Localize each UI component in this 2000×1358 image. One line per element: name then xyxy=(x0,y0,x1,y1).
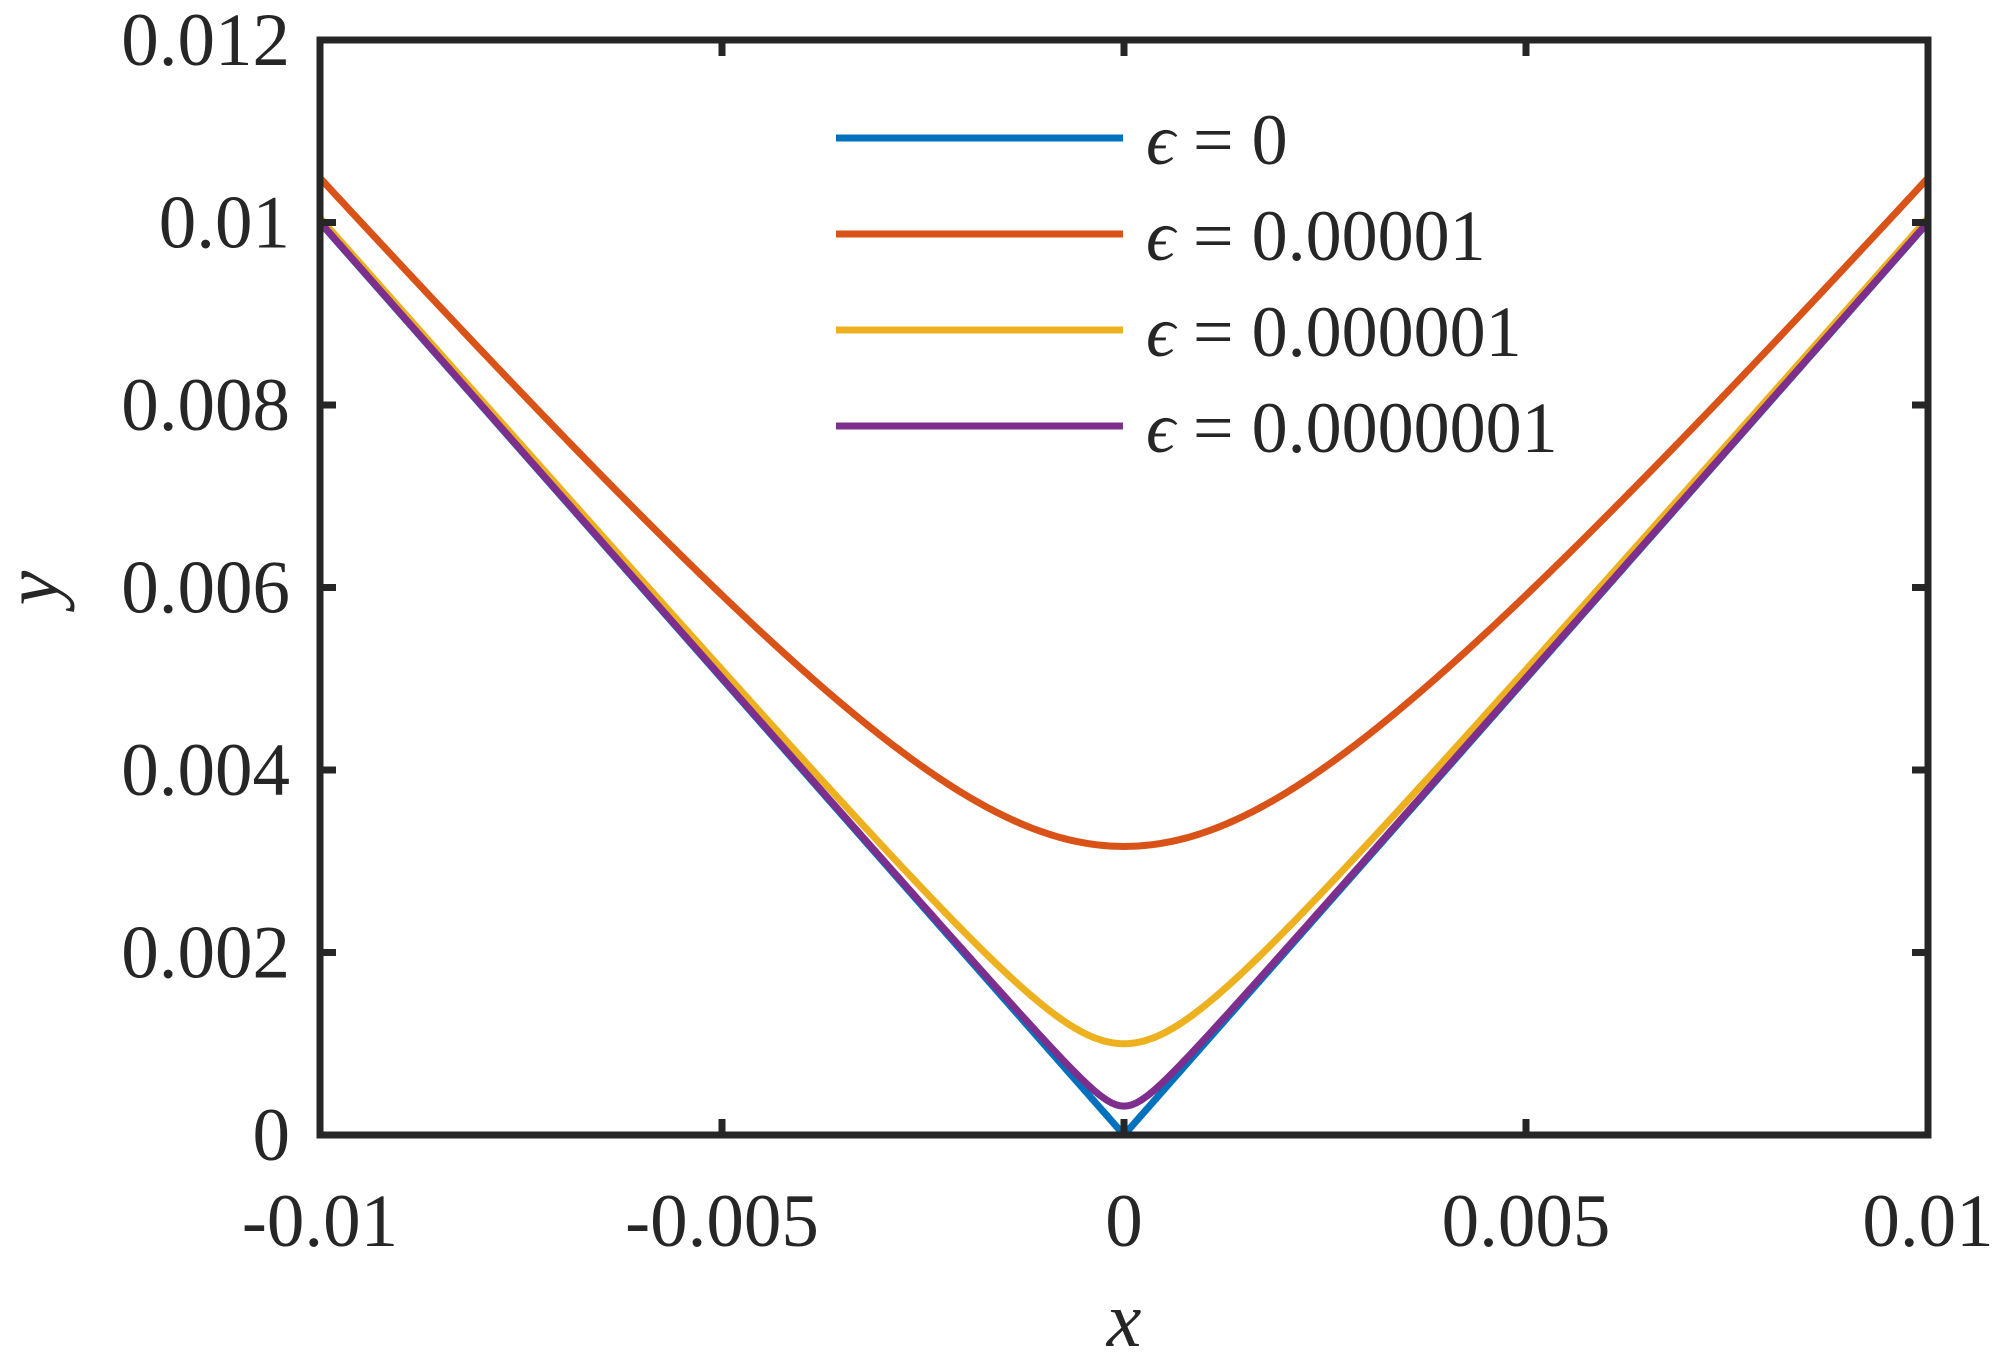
tick-marks xyxy=(316,36,1932,1139)
x-tick-label-2: 0 xyxy=(1105,1180,1143,1263)
series-line-3 xyxy=(317,219,1931,1110)
series-line-2 xyxy=(317,215,1931,1048)
series-line-1 xyxy=(317,175,1931,850)
legend-label-1: ϵ = 0.00001 xyxy=(1146,196,1486,276)
axes-background xyxy=(320,40,1928,1135)
y-tick-label-1: 0.002 xyxy=(121,912,290,995)
legend-value: = 0.0000001 xyxy=(1175,388,1558,468)
y-tick-label-6: 0.012 xyxy=(121,0,290,82)
x-tick-label-4: 0.01 xyxy=(1862,1180,1993,1263)
y-axis-label: y xyxy=(0,570,75,612)
legend-epsilon-symbol: ϵ xyxy=(1146,100,1178,180)
legend-epsilon-symbol: ϵ xyxy=(1146,292,1178,372)
legend-epsilon-symbol: ϵ xyxy=(1146,388,1178,468)
series-layer xyxy=(317,175,1931,1139)
x-tick-labels: -0.01 -0.005 0 0.005 0.01 xyxy=(242,1180,1994,1263)
y-tick-label-0: 0 xyxy=(253,1094,291,1177)
legend-label-3: ϵ = 0.0000001 xyxy=(1146,388,1558,468)
legend-label-2: ϵ = 0.000001 xyxy=(1146,292,1522,372)
legend-label-0: ϵ = 0 xyxy=(1146,100,1288,180)
y-tick-label-5: 0.01 xyxy=(159,182,290,265)
x-tick-label-3: 0.005 xyxy=(1442,1180,1611,1263)
y-tick-label-2: 0.004 xyxy=(121,729,290,812)
legend-epsilon-symbol: ϵ xyxy=(1146,196,1178,276)
plot-area xyxy=(316,36,1932,1139)
legend-value: = 0.00001 xyxy=(1175,196,1486,276)
x-axis-label: x xyxy=(1106,1276,1142,1358)
y-tick-label-4: 0.008 xyxy=(121,364,290,447)
y-tick-label-3: 0.006 xyxy=(121,547,290,630)
legend-value: = 0.000001 xyxy=(1175,292,1522,372)
legend-value: = 0 xyxy=(1175,100,1288,180)
x-tick-label-1: -0.005 xyxy=(625,1180,819,1263)
y-tick-labels: 0 0.002 0.004 0.006 0.008 0.01 0.012 xyxy=(121,0,290,1177)
x-tick-label-0: -0.01 xyxy=(242,1180,398,1263)
